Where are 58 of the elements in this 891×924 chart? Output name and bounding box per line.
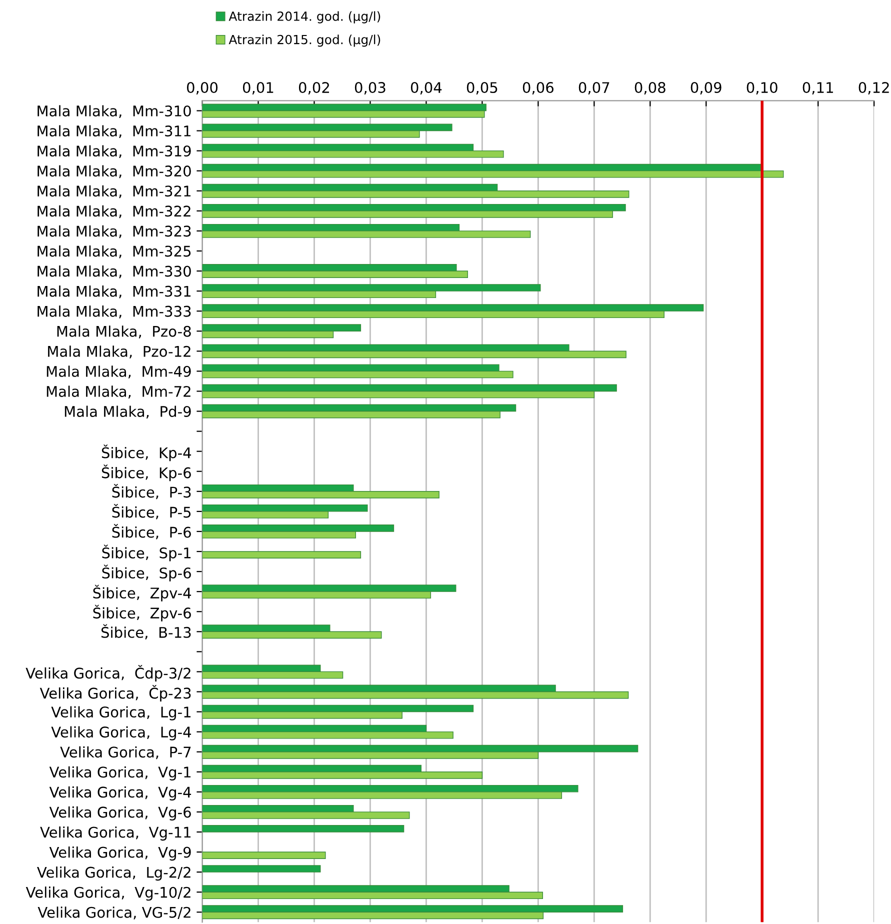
- x-tick-label: 0,01: [242, 82, 274, 95]
- y-tick-label: Mala Mlaka, Mm-322: [38, 205, 190, 218]
- y-tick-label: Mala Mlaka, Pzo-12: [48, 346, 190, 358]
- x-tick-label: 0,11: [802, 82, 833, 95]
- x-tick-label: 0,05: [466, 82, 498, 95]
- y-tick-label: Šibice, P-3: [112, 484, 191, 500]
- x-tick-label: 0,09: [690, 82, 722, 95]
- bar: [202, 825, 404, 832]
- y-tick-label: Velika Gorica, Vg-11: [40, 826, 190, 841]
- x-tick-label: 0,12: [858, 82, 889, 95]
- y-tick-label: Mala Mlaka, Mm-333: [38, 306, 191, 318]
- y-tick-label: Mala Mlaka, Mm-49: [46, 366, 191, 378]
- y-tick-label: Šibice, Kp-6: [102, 464, 191, 482]
- x-tick-label: 0,02: [298, 82, 329, 95]
- x-tick-label: 0,10: [746, 82, 778, 95]
- y-tick-label: Mala Mlaka, Pd-9: [64, 406, 191, 418]
- bar: [202, 865, 321, 872]
- y-tick-label: Mala Mlaka, Mm-321: [38, 185, 190, 198]
- y-tick-label: Šibice, Zpv-6: [93, 604, 191, 622]
- y-tick-label: Mala Mlaka, Mm-330: [38, 265, 191, 278]
- y-tick-label: Velika Gorica, Vg-4: [49, 786, 192, 800]
- y-tick-label: Velika Gorica, Vg-6: [49, 806, 191, 821]
- legend-label: Atrazin 2015. god. (µg/l): [228, 34, 380, 47]
- y-tick-label: Velika Gorica, P-7: [60, 746, 191, 760]
- y-tick-label: Mala Mlaka, Mm-319: [38, 145, 191, 158]
- y-tick-label: Mala Mlaka, Mm-310: [38, 105, 191, 118]
- x-tick-label: 0,03: [354, 82, 386, 95]
- x-tick-label: 0,04: [410, 82, 442, 95]
- y-tick-label: Šibice, Sp-6: [102, 564, 191, 582]
- y-tick-label: Šibice, Kp-4: [102, 444, 192, 462]
- bar: [202, 852, 326, 859]
- y-tick-label: Mala Mlaka, Mm-311: [38, 125, 190, 138]
- x-tick-label: 0,00: [186, 82, 218, 95]
- y-tick-label: Šibice, Zpv-4: [93, 584, 192, 602]
- y-tick-label: Mala Mlaka, Mm-320: [38, 165, 191, 178]
- legend-label: Atrazin 2014. god. (µg/l): [228, 11, 380, 24]
- x-tick-label: 0,07: [578, 82, 610, 95]
- x-tick-label: 0,06: [522, 82, 554, 95]
- y-tick-label: Šibice, Sp-1: [102, 544, 190, 562]
- y-tick-label: Mala Mlaka, Mm-323: [38, 225, 191, 238]
- y-tick-label: Šibice, P-5: [112, 504, 191, 520]
- y-tick-label: Šibice, P-6: [112, 524, 191, 540]
- y-tick-label: Velika Gorica, Lg-4: [51, 726, 192, 740]
- y-tick-label: Velika Gorica, Čdp-3/2: [26, 664, 190, 682]
- x-tick-label: 0,08: [634, 82, 666, 95]
- y-tick-label: Šibice, B-13: [101, 624, 191, 640]
- y-tick-label: Mala Mlaka, Pzo-8: [57, 326, 191, 338]
- y-tick-label: Velika Gorica, Vg-10/2: [26, 886, 190, 901]
- y-tick-label: Velika Gorica, VG-5/2: [38, 906, 190, 920]
- y-tick-label: Mala Mlaka, Mm-331: [38, 286, 190, 298]
- y-tick-label: Velika Gorica, Čp-23: [40, 684, 191, 702]
- y-tick-label: Velika Gorica, Lg-2/2: [37, 866, 190, 881]
- y-tick-label: Mala Mlaka, Mm-325: [38, 245, 191, 258]
- bar: [202, 551, 362, 558]
- y-tick-label: Velika Gorica, Lg-1: [51, 706, 190, 720]
- y-tick-label: Mala Mlaka, Mm-72: [46, 386, 190, 398]
- y-tick-label: Velika Gorica, Vg-1: [49, 766, 190, 780]
- y-tick-label: Velika Gorica, Vg-9: [49, 846, 191, 861]
